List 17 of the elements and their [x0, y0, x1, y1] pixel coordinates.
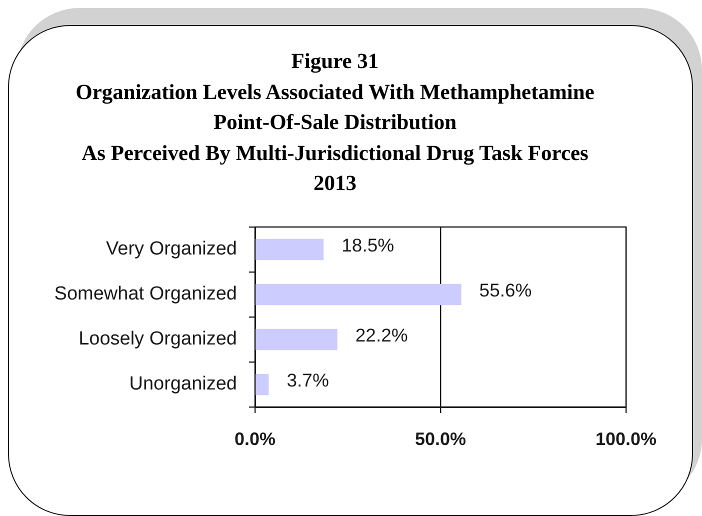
x-tick-label: 100.0%: [595, 428, 657, 449]
data-label: 22.2%: [355, 324, 408, 346]
y-tick-label: Very Organized: [106, 238, 237, 260]
x-tick-label: 0.0%: [234, 428, 276, 449]
chart-title: Figure 31: [290, 48, 380, 75]
x-tick-label: 50.0%: [414, 428, 466, 449]
y-tick-label: Unorganized: [129, 374, 237, 395]
bar: [256, 238, 324, 260]
bar: [256, 374, 269, 396]
bar: [256, 328, 338, 350]
bar: [256, 284, 462, 306]
data-label: 18.5%: [342, 234, 394, 256]
y-tick-label: Loosely Organized: [78, 328, 237, 350]
y-tick-label: Somewhat Organized: [54, 284, 237, 305]
chart-subtitle: Organization Levels Associated With Methamphetamine Point-Of-Sale Distribution As Perceived By Multi-Jurisdictional Drug Task Forces 2013: [74, 78, 596, 197]
data-label: 55.6%: [479, 280, 532, 301]
data-label: 3.7%: [286, 370, 329, 391]
